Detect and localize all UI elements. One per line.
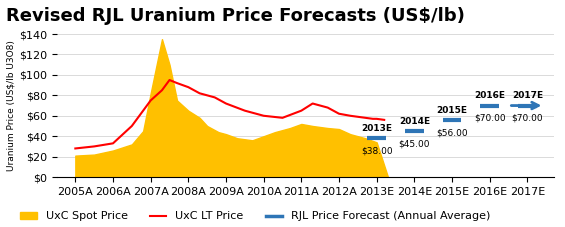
Text: $38.00: $38.00 [361, 146, 393, 155]
Text: 2017E: 2017E [512, 91, 543, 100]
Y-axis label: Uranium Price (US$/lb U3O8): Uranium Price (US$/lb U3O8) [7, 40, 16, 171]
Text: 2015E: 2015E [437, 106, 467, 115]
Text: $70.00: $70.00 [511, 114, 543, 123]
Text: Revised RJL Uranium Price Forecasts (US$/lb): Revised RJL Uranium Price Forecasts (US$… [6, 7, 464, 25]
Text: $45.00: $45.00 [398, 139, 430, 148]
Text: 2013E: 2013E [361, 124, 392, 133]
Text: 2014E: 2014E [399, 117, 430, 126]
Text: 2016E: 2016E [474, 91, 505, 100]
Text: $56.00: $56.00 [436, 128, 468, 137]
Legend: UxC Spot Price, UxC LT Price, RJL Price Forecast (Annual Average): UxC Spot Price, UxC LT Price, RJL Price … [16, 207, 495, 226]
Text: $70.00: $70.00 [474, 114, 506, 123]
